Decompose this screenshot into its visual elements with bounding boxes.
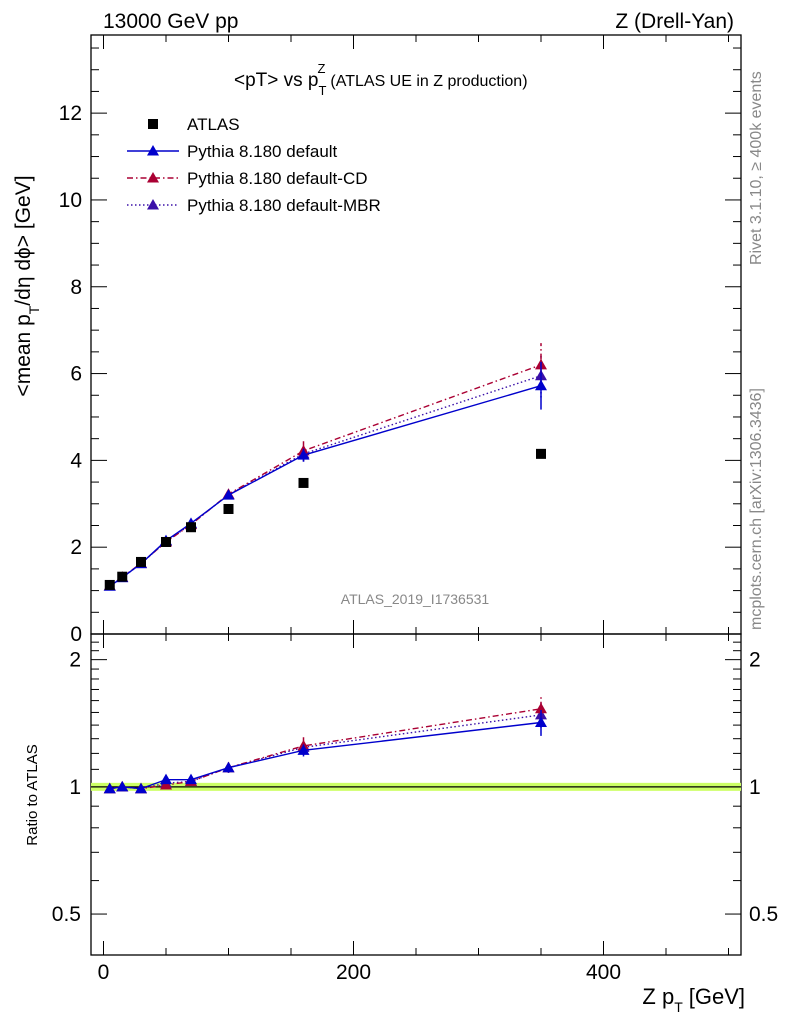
legend-label: Pythia 8.180 default-CD (187, 169, 368, 188)
ratio-axes: 0 200 400 0.5 0.5 1 1 2 2 (52, 633, 778, 984)
rivet-label: Rivet 3.1.10, ≥ 400k events (748, 71, 765, 265)
xaxis-label: Z pT [GeV] (642, 984, 745, 1015)
ratio-ytick-label: 1 (69, 776, 81, 799)
main-ytick-label: 0 (70, 623, 82, 646)
legend-marker-3 (147, 199, 159, 210)
analysis-watermark: ATLAS_2019_I1736531 (341, 591, 490, 607)
ratio-frame (90, 633, 742, 956)
ratio-line-2 (109, 714, 542, 790)
main-ytick-label: 8 (70, 276, 82, 299)
atlas-point (536, 448, 546, 459)
ratio-ytick-label-right: 2 (749, 649, 761, 672)
main-title: <pT> vs pTZ(ATLAS UE in Z production) (234, 61, 528, 98)
header-left: 13000 GeV pp (103, 10, 238, 33)
xtick-label: 200 (336, 961, 371, 984)
ratio-line-0 (109, 721, 542, 790)
series-point-1 (535, 379, 547, 391)
ratio-point-0 (135, 782, 147, 794)
ratio-ytick-label: 2 (69, 649, 81, 672)
legend-marker-atlas (148, 119, 158, 129)
series-line-3 (109, 375, 542, 587)
xtick-label: 0 (98, 961, 110, 984)
atlas-point (104, 579, 115, 590)
main-axes: 0 2 4 6 8 10 12 (59, 34, 742, 646)
header-right: Z (Drell-Yan) (615, 10, 734, 33)
ratio-point-0 (103, 782, 116, 794)
main-ytick-label: 6 (70, 363, 82, 386)
atlas-point (298, 477, 309, 488)
ratio-point-0 (535, 716, 547, 727)
main-ytick-label: 4 (70, 449, 82, 472)
ratio-ytick-label-right: 0.5 (749, 903, 778, 926)
legend-marker-2 (147, 172, 159, 183)
ratio-point-0 (222, 761, 235, 773)
ratio-ytick-label-right: 1 (749, 776, 761, 799)
ratio-ylabel: Ratio to ATLAS (24, 744, 41, 845)
atlas-point (136, 556, 146, 567)
series-point-1 (297, 449, 310, 460)
ratio-point-0 (116, 780, 129, 792)
atlas-point (223, 503, 234, 514)
main-ytick-label: 10 (59, 189, 82, 212)
atlas-point (117, 571, 128, 582)
ratio-point-1 (160, 779, 172, 790)
legend-marker-1 (147, 145, 159, 156)
series-point-1 (222, 489, 235, 500)
ratio-point-0 (297, 744, 310, 755)
series-line-1 (109, 385, 542, 587)
legend-label: Pythia 8.180 default-MBR (187, 196, 381, 215)
main-ytick-label: 12 (59, 102, 82, 125)
atlas-point (186, 522, 196, 533)
atlas-point (161, 536, 171, 547)
main-ylabel: <mean pT/dη dϕ> [GeV] (12, 175, 42, 396)
ratio-line-1 (109, 708, 542, 790)
ratio-point-0 (185, 773, 197, 785)
legend: ATLAS Pythia 8.180 default Pythia 8.180 de… (127, 115, 381, 215)
legend-label: ATLAS (187, 115, 240, 134)
legend-label: Pythia 8.180 default (187, 142, 338, 161)
ratio-ytick-label: 0.5 (52, 903, 81, 926)
ratio-point-1 (535, 702, 547, 714)
series-line-2 (109, 364, 542, 587)
ratio-point-0 (160, 773, 172, 785)
xtick-label: 400 (586, 961, 621, 984)
main-ytick-label: 2 (70, 536, 82, 559)
mcplots-label: mcplots.cern.ch [arXiv:1306.3436] (748, 388, 765, 630)
